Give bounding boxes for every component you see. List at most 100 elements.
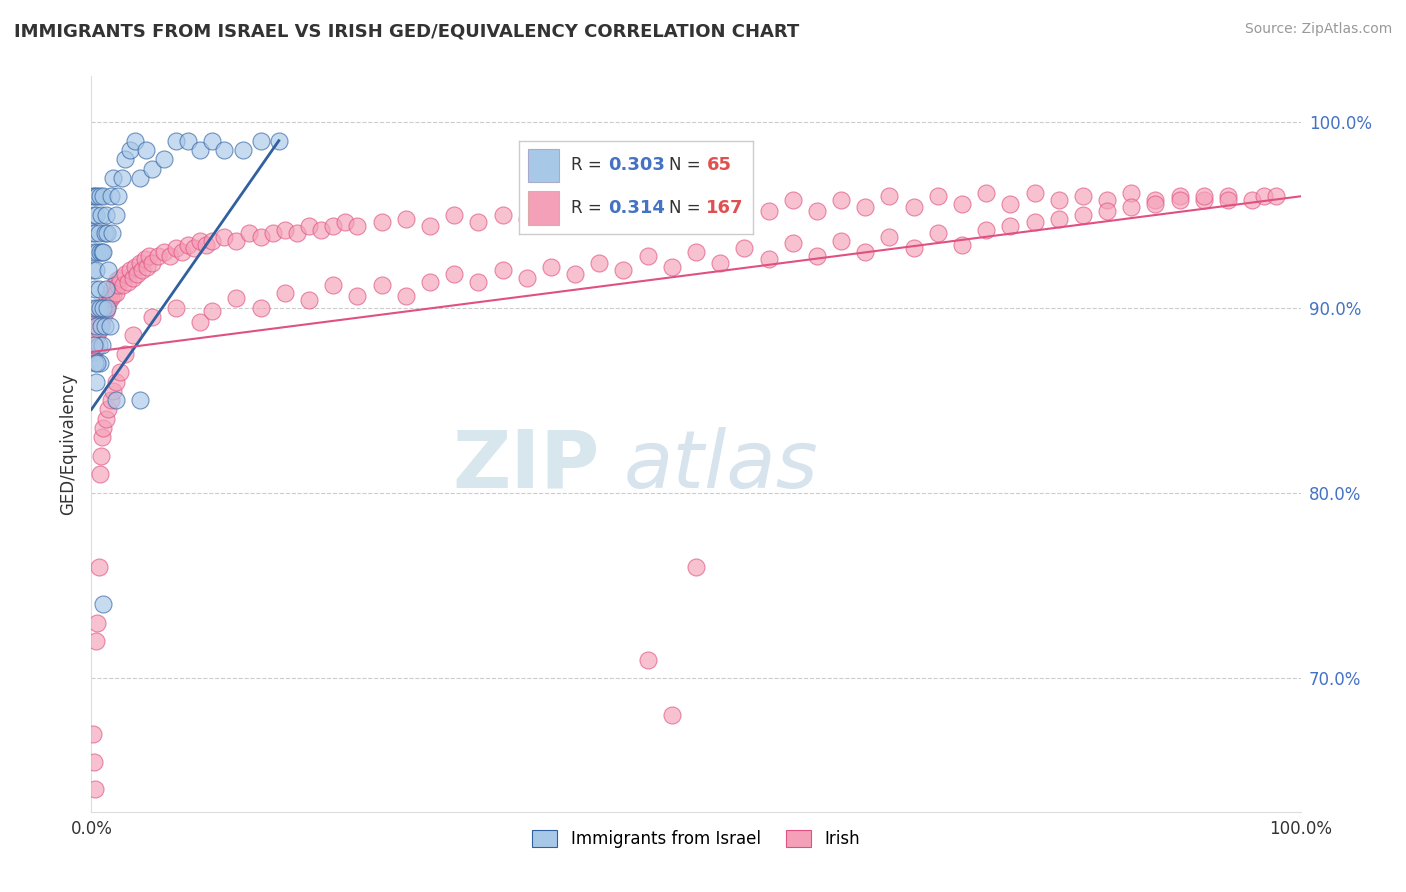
FancyBboxPatch shape [529,149,558,182]
Point [709,208,731,222]
Point [84,227,107,241]
Text: 0.314: 0.314 [607,199,665,217]
Point [879,189,901,203]
Point [467,275,489,289]
Point [84,634,107,648]
Point [87,282,110,296]
Point [93,301,115,315]
Point [588,256,610,270]
Point [1144,193,1167,207]
Point [1047,211,1070,226]
Point [101,287,124,301]
Point [612,211,634,226]
Point [685,201,707,215]
Point [94,208,117,222]
Point [101,227,124,241]
Point [97,297,120,311]
Point [491,208,513,222]
Point [1000,196,1022,211]
Point [443,208,465,222]
Point [128,393,150,408]
Point [104,393,127,408]
Point [153,153,176,167]
Point [165,241,187,255]
Point [87,560,110,574]
Point [98,319,121,334]
Point [274,222,297,236]
Point [177,134,200,148]
Point [225,291,247,305]
Point [96,291,118,305]
Point [637,249,659,263]
Point [93,597,115,611]
Point [879,230,901,244]
Point [101,384,124,398]
Point [516,211,538,226]
Point [141,256,163,270]
Point [111,278,134,293]
Point [100,291,122,305]
Point [86,356,108,370]
Point [82,227,104,241]
Text: Source: ZipAtlas.com: Source: ZipAtlas.com [1244,22,1392,37]
Point [733,196,755,211]
Point [1192,189,1215,203]
Point [370,278,392,293]
Point [86,301,108,315]
Point [90,449,112,463]
Point [84,189,107,203]
Point [201,134,224,148]
Point [84,208,107,222]
Point [89,356,111,370]
Point [84,334,107,348]
Text: R =: R = [571,199,606,217]
Point [100,189,122,203]
Point [758,252,780,267]
Point [188,234,211,248]
Point [96,301,118,315]
Point [131,263,153,277]
Point [685,560,707,574]
Point [87,323,110,337]
Point [588,204,610,219]
Point [89,310,111,324]
Point [146,249,169,263]
Point [134,252,156,267]
Point [661,208,683,222]
Point [96,227,118,241]
Point [90,304,112,318]
Point [1024,186,1046,200]
Point [128,256,150,270]
Point [1095,193,1118,207]
Point [974,222,997,236]
Point [141,310,163,324]
Point [121,271,143,285]
Point [93,421,115,435]
Point [87,301,110,315]
Point [91,244,114,259]
Point [138,249,160,263]
Point [419,219,441,233]
Point [101,282,124,296]
Text: N =: N = [669,199,706,217]
Point [1095,204,1118,219]
Point [165,134,187,148]
Point [84,341,107,355]
Point [153,244,176,259]
Point [105,273,128,287]
Point [298,219,321,233]
Point [267,134,290,148]
Point [1168,189,1191,203]
Point [84,263,107,277]
Point [98,285,121,300]
Point [188,143,211,157]
Point [89,301,111,315]
Point [94,304,117,318]
Point [419,275,441,289]
Point [1121,201,1143,215]
Point [661,708,683,723]
Point [107,278,129,293]
Text: N =: N = [669,156,706,175]
Point [491,263,513,277]
Point [87,337,110,351]
